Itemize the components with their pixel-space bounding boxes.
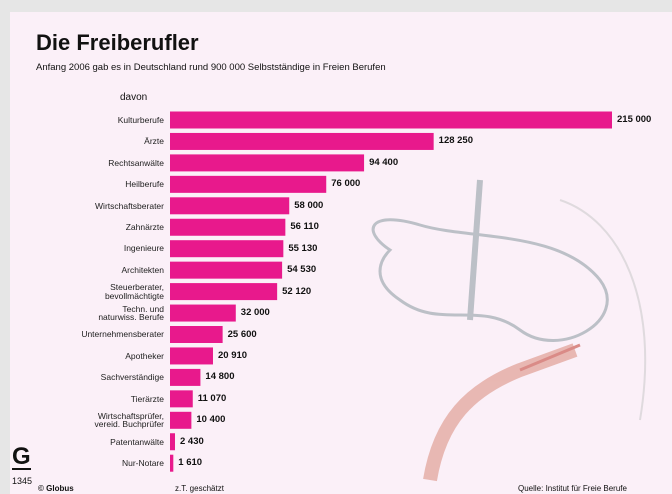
bar	[170, 455, 173, 472]
category-label: Sachverständige	[14, 373, 164, 382]
value-label: 128 250	[439, 135, 473, 146]
category-label: Wirtschaftsprüfer, vereid. Buchprüfer	[14, 412, 164, 429]
bar	[170, 133, 434, 150]
category-header: davon	[120, 92, 147, 103]
category-label: Architekten	[14, 266, 164, 275]
bar	[170, 433, 175, 450]
value-label: 10 400	[196, 414, 225, 425]
bar	[170, 326, 223, 343]
note: z.T. geschätzt	[175, 484, 224, 493]
illustration	[373, 180, 645, 480]
bar	[170, 283, 277, 300]
bar	[170, 219, 285, 236]
value-label: 11 070	[198, 393, 227, 404]
bar	[170, 176, 326, 193]
value-label: 20 910	[218, 350, 247, 361]
category-label: Unternehmensberater	[14, 330, 164, 339]
category-label: Heilberufe	[14, 180, 164, 189]
category-label: Nur-Notare	[14, 459, 164, 468]
bar	[170, 305, 236, 322]
category-label: Ingenieure	[14, 244, 164, 253]
category-label: Steuerberater, bevollmächtigte	[14, 283, 164, 300]
bar	[170, 112, 612, 129]
category-label: Zahnärzte	[14, 223, 164, 232]
value-label: 94 400	[369, 157, 398, 168]
value-label: 54 530	[287, 264, 316, 275]
bar	[170, 390, 193, 407]
value-label: 14 800	[205, 371, 234, 382]
bar	[170, 347, 213, 364]
value-label: 215 000	[617, 114, 651, 125]
category-label: Wirtschaftsberater	[14, 202, 164, 211]
value-label: 32 000	[241, 307, 270, 318]
bar	[170, 197, 289, 214]
bar	[170, 154, 364, 171]
bar	[170, 412, 191, 429]
logo-number: 1345	[12, 476, 32, 486]
value-label: 76 000	[331, 178, 360, 189]
chart-title: Die Freiberufler	[36, 30, 199, 56]
category-label: Patentanwälte	[14, 438, 164, 447]
value-label: 2 430	[180, 436, 204, 447]
value-label: 58 000	[294, 200, 323, 211]
category-label: Tierärzte	[14, 395, 164, 404]
category-label: Apotheker	[14, 352, 164, 361]
category-label: Rechtsanwälte	[14, 159, 164, 168]
value-label: 56 110	[290, 221, 319, 232]
bar	[170, 262, 282, 279]
value-label: 25 600	[228, 329, 257, 340]
credit: © Globus	[38, 484, 74, 493]
chart-subtitle: Anfang 2006 gab es in Deutschland rund 9…	[36, 62, 386, 73]
category-label: Ärzte	[14, 137, 164, 146]
value-label: 52 120	[282, 286, 311, 297]
bar	[170, 369, 200, 386]
infographic: Die Freiberufler Anfang 2006 gab es in D…	[0, 0, 672, 494]
source: Quelle: Institut für Freie Berufe	[518, 484, 627, 493]
bar	[170, 240, 283, 257]
value-label: 1 610	[178, 457, 202, 468]
category-label: Kulturberufe	[14, 116, 164, 125]
value-label: 55 130	[288, 243, 317, 254]
category-label: Techn. und naturwiss. Berufe	[14, 305, 164, 322]
